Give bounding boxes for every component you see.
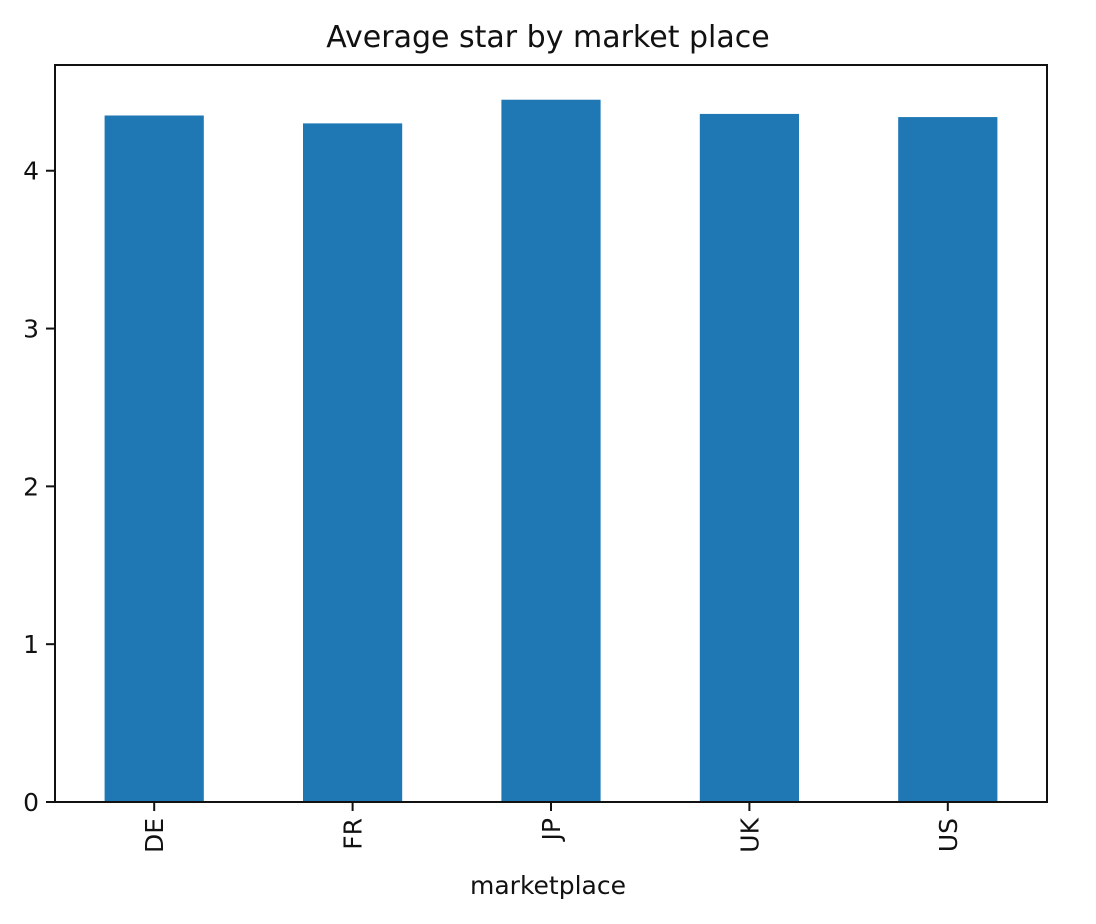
x-tick-label-jp: JP	[537, 818, 566, 842]
bar-fr	[303, 123, 403, 802]
y-tick-label-2: 2	[23, 472, 39, 501]
x-tick-label-us: US	[934, 818, 963, 852]
plot-frame	[54, 64, 1048, 803]
y-tick-label-4: 4	[23, 157, 39, 186]
bar-us	[898, 117, 998, 802]
x-tick-label-de: DE	[140, 818, 169, 853]
bars-group	[104, 99, 998, 803]
x-axis-label: marketplace	[470, 871, 626, 900]
y-tick-label-0: 0	[23, 788, 39, 817]
y-axis-ticks: 0 1 2 3 4	[23, 157, 55, 817]
chart-title: Average star by market place	[326, 20, 769, 55]
x-axis-ticks: DE FR JP UK US	[140, 802, 963, 853]
bar-uk	[699, 113, 799, 803]
y-tick-label-3: 3	[23, 315, 39, 344]
x-tick-label-fr: FR	[339, 818, 368, 850]
bar-de	[104, 115, 204, 802]
x-tick-label-uk: UK	[735, 817, 764, 852]
bar-jp	[501, 99, 601, 803]
y-tick-label-1: 1	[23, 630, 39, 659]
